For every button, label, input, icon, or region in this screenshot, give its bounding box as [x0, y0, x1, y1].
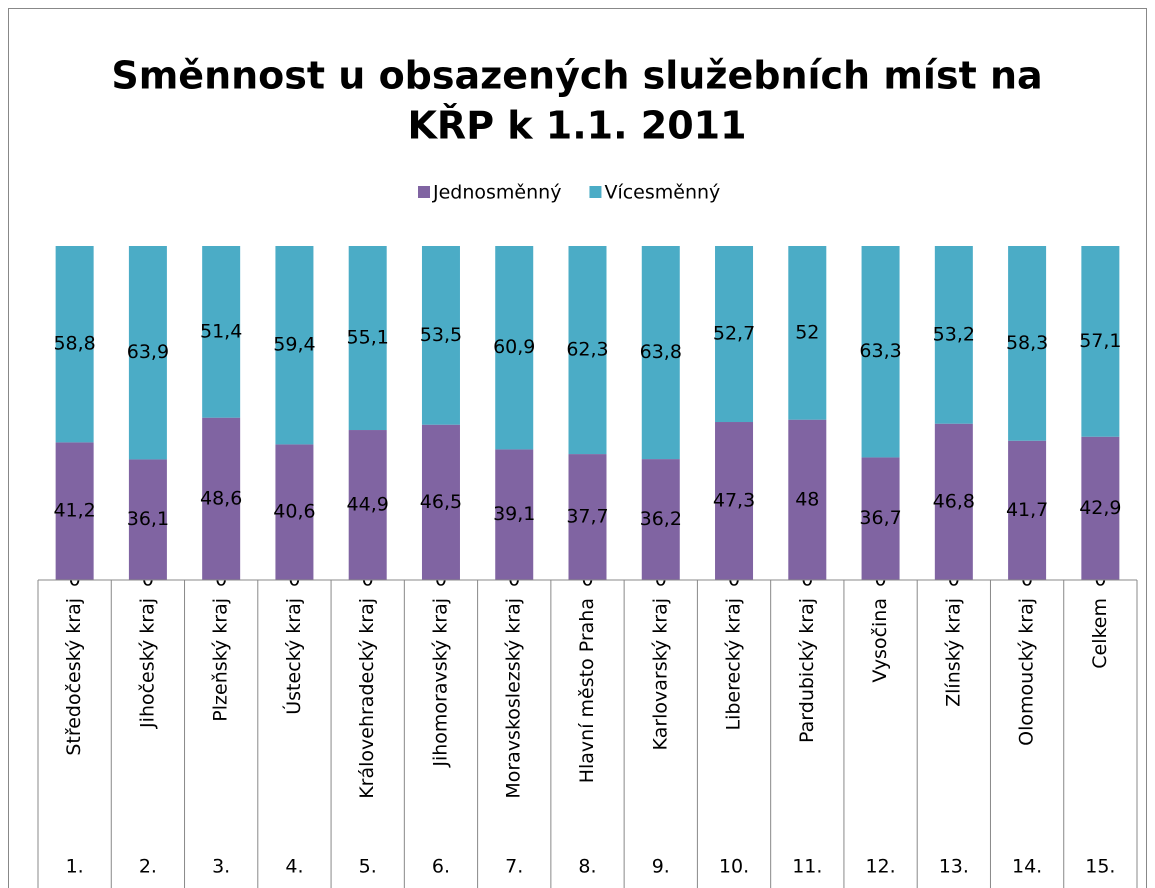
data-label: 52,7	[713, 323, 755, 345]
x-group-label: 12.	[865, 856, 895, 878]
x-tick-label: Karlovarský kraj	[649, 598, 671, 750]
bar-segment	[128, 246, 167, 460]
data-label: 37,7	[566, 506, 608, 528]
data-label: 63,3	[859, 340, 901, 362]
bar-segment	[55, 442, 94, 580]
legend-swatch	[418, 186, 430, 198]
bar-segment	[275, 246, 314, 445]
bar-segment	[788, 419, 827, 580]
x-tick-label: Jihomoravský kraj	[429, 598, 451, 768]
data-label: 62,3	[566, 339, 608, 361]
x-group-label: 7.	[505, 856, 523, 878]
data-label: 48,6	[200, 487, 242, 509]
bar-segment	[1008, 440, 1047, 580]
bar-segment	[55, 246, 94, 443]
bar-segment	[202, 417, 241, 580]
x-group-label: 3.	[212, 856, 230, 878]
bar-segment	[1081, 246, 1120, 437]
x-group-label: 9.	[652, 856, 670, 878]
bar-segment	[421, 424, 460, 580]
data-label: 59,4	[273, 334, 315, 356]
bar-segment	[202, 246, 241, 418]
x-tick-label: Ústecký kraj	[281, 598, 305, 715]
bar-segment	[861, 246, 900, 458]
bar-segment	[495, 449, 534, 580]
x-group-label: 8.	[578, 856, 596, 878]
chart-title: KŘP k 1.1. 2011	[407, 104, 746, 148]
bar-segment	[788, 246, 827, 420]
bar-segment	[934, 246, 973, 424]
bar-segment	[641, 459, 680, 580]
bar-segment	[934, 423, 973, 580]
data-label: 36,1	[127, 508, 169, 530]
bar-segment	[275, 444, 314, 580]
x-group-label: 10.	[719, 856, 749, 878]
data-label: 42,9	[1079, 497, 1121, 519]
data-label: 44,9	[347, 494, 389, 516]
data-label: 58,8	[53, 333, 95, 355]
bar-segment	[568, 454, 607, 580]
bar-segment	[641, 246, 680, 460]
data-label: 40,6	[273, 501, 315, 523]
bar-segment	[421, 246, 460, 425]
data-label: 53,2	[933, 323, 975, 345]
bar-segment	[568, 246, 607, 455]
data-label: 36,7	[859, 507, 901, 529]
x-tick-label: Celkem	[1089, 598, 1111, 669]
legend-swatch	[589, 186, 602, 198]
x-tick-label: Liberecký kraj	[723, 598, 745, 731]
chart-title: Směnnost u obsazených služebních míst na	[111, 54, 1042, 98]
x-tick-label: Jihočeský kraj	[136, 598, 158, 729]
data-label: 39,1	[493, 503, 535, 525]
x-tick-label: Olomoucký kraj	[1016, 598, 1038, 746]
x-tick-label: Pardubický kraj	[796, 598, 818, 743]
bar-segment	[715, 246, 754, 423]
x-tick-label: Středočeský kraj	[63, 598, 85, 756]
x-tick-label: Moravskoslezský kraj	[503, 598, 525, 799]
data-label: 36,2	[640, 508, 682, 530]
data-label: 47,3	[713, 490, 755, 512]
x-tick-label: Zlínský kraj	[942, 598, 964, 707]
x-tick-label: Hlavní město Praha	[576, 598, 598, 783]
data-label: 57,1	[1079, 330, 1121, 352]
x-group-label: 6.	[432, 856, 450, 878]
data-label: 51,4	[200, 320, 242, 342]
data-label: 41,7	[1006, 499, 1048, 521]
data-label: 55,1	[347, 327, 389, 349]
legend-label: Vícesměnný	[604, 182, 720, 204]
data-label: 58,3	[1006, 332, 1048, 354]
data-label: 41,2	[53, 500, 95, 522]
bar-segment	[348, 430, 387, 580]
bar-segment	[715, 422, 754, 580]
x-group-label: 4.	[285, 856, 303, 878]
x-group-label: 13.	[939, 856, 969, 878]
x-group-label: 15.	[1085, 856, 1115, 878]
legend-label: Jednosměnný	[432, 182, 561, 204]
x-group-label: 14.	[1012, 856, 1042, 878]
bar-segment	[1081, 436, 1120, 580]
data-label: 63,8	[640, 341, 682, 363]
data-label: 53,5	[420, 324, 462, 346]
data-label: 48	[795, 488, 819, 510]
bar-segment	[1008, 246, 1047, 441]
bar-segment	[495, 246, 534, 450]
data-label: 63,9	[127, 341, 169, 363]
bar-segment	[348, 246, 387, 431]
data-label: 52	[795, 321, 819, 343]
bar-segment	[128, 459, 167, 580]
x-tick-label: Královehradecký kraj	[356, 598, 378, 799]
x-group-label: 11.	[792, 856, 822, 878]
x-group-label: 2.	[139, 856, 157, 878]
x-tick-label: Vysočina	[869, 598, 891, 683]
data-label: 60,9	[493, 336, 535, 358]
bar-segment	[861, 457, 900, 580]
x-group-label: 1.	[66, 856, 84, 878]
x-tick-label: Plzeňský kraj	[210, 598, 232, 722]
x-group-label: 5.	[359, 856, 377, 878]
data-label: 46,5	[420, 491, 462, 513]
data-label: 46,8	[933, 490, 975, 512]
